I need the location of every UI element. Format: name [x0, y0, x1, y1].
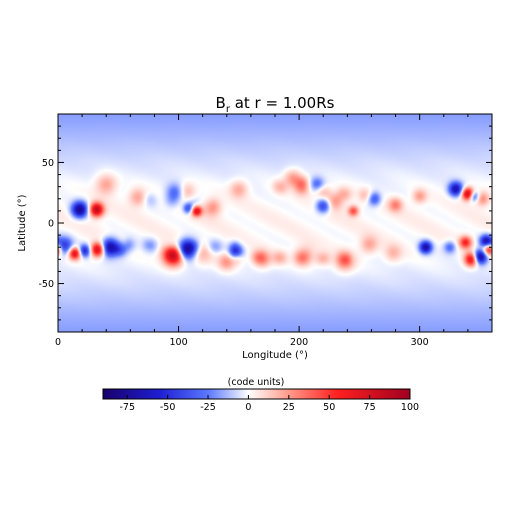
title-main: B — [216, 94, 226, 112]
y-axis: -50 0 50 — [38, 125, 492, 321]
colorbar-ticks: -75 -50 -25 0 25 50 75 100 — [119, 395, 419, 413]
title-sub: r — [226, 104, 231, 115]
colorbar-tick-label: -75 — [119, 402, 135, 413]
heatmap-area — [57, 113, 493, 333]
colorbar-tick-label: 75 — [364, 402, 376, 413]
x-axis-label: Longitude (°) — [242, 350, 308, 361]
colorbar-tick-label: 100 — [401, 402, 419, 413]
chart-title: Br at r = 1.00Rs — [216, 94, 335, 115]
x-axis: 0 100 200 300 — [55, 114, 493, 348]
y-tick-label: 50 — [42, 158, 54, 169]
x-tick-label: 0 — [55, 337, 61, 348]
y-axis-label: Latitude (°) — [17, 194, 28, 251]
colorbar-tick-label: 25 — [283, 402, 295, 413]
x-tick-label: 100 — [169, 337, 187, 348]
colorbar-tick-label: 50 — [323, 402, 335, 413]
colorbar-tick-label: 0 — [245, 402, 251, 413]
title-rest: at r = 1.00Rs — [230, 94, 335, 112]
colorbar: (code units) -75 -50 -25 0 25 50 75 100 — [102, 377, 419, 413]
colorbar-gradient — [102, 388, 411, 400]
colorbar-label: (code units) — [228, 377, 285, 388]
colorbar-tick-label: -50 — [160, 402, 176, 413]
x-tick-label: 200 — [290, 337, 308, 348]
y-tick-label: 0 — [48, 219, 54, 230]
x-tick-label: 300 — [411, 337, 429, 348]
heatmap-image — [58, 114, 492, 332]
colorbar-tick-label: -25 — [200, 402, 216, 413]
y-tick-label: -50 — [38, 279, 54, 290]
